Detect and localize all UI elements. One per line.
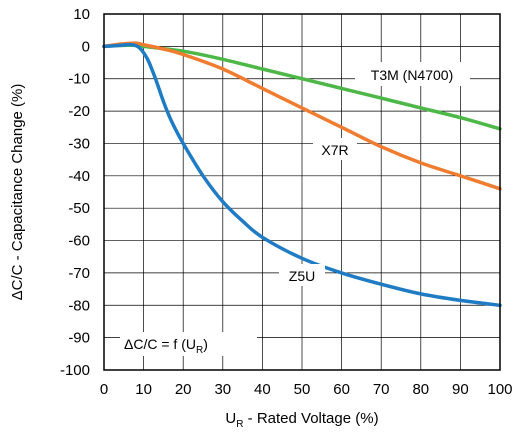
- x-tick-label: 10: [135, 381, 152, 398]
- formula-annotation: ΔC/C = f (UR): [120, 332, 257, 356]
- x-tick-label: 90: [452, 381, 469, 398]
- t3m-label: T3M (N4700): [371, 67, 453, 83]
- y-tick-label: -40: [68, 168, 90, 185]
- y-axis-title: ΔC/C - Capacitance Change (%): [9, 84, 26, 301]
- tick-labels: 0 10 20 30 40 50 60 70 80 90 100100-10-20-30-40-50…: [60, 6, 513, 398]
- x-axis-title: UR - Rated Voltage (%): [225, 410, 378, 430]
- y-tick-label: -50: [68, 200, 90, 217]
- y-tick-label: -20: [68, 103, 90, 120]
- x-tick-label: 20: [175, 381, 192, 398]
- x-tick-label: 30: [214, 381, 231, 398]
- y-tick-label: -100: [60, 362, 90, 379]
- formula-label: ΔC/C = f (UR): [124, 336, 208, 356]
- x-tick-label: 0: [100, 381, 108, 398]
- y-tick-label: -70: [68, 265, 90, 282]
- x7r-series-line: [102, 41, 502, 191]
- x-tick-label: 70: [373, 381, 390, 398]
- formula-box: [120, 332, 257, 356]
- x-tick-label: 50: [294, 381, 311, 398]
- y-tick-label: -90: [68, 330, 90, 347]
- t3m-label-box: [355, 62, 470, 86]
- x7r-label-box: [313, 138, 357, 160]
- plot-frame: [103, 13, 501, 371]
- y-tick-label: -30: [68, 135, 90, 152]
- series-lines: [102, 41, 502, 308]
- z5u-label: Z5U: [289, 268, 315, 284]
- y-tick-label: -10: [68, 71, 90, 88]
- x7r-label: X7R: [321, 142, 348, 158]
- y-tick-label: 10: [73, 6, 90, 23]
- z5u-label-box: [279, 264, 325, 286]
- x-tick-label: 40: [254, 381, 271, 398]
- y-tick-label: 0: [82, 38, 90, 55]
- x-tick-label: 60: [333, 381, 350, 398]
- z5u-series-line: [102, 42, 502, 308]
- y-tick-label: -60: [68, 233, 90, 250]
- series-labels: T3M (N4700) X7R Z5U: [279, 62, 470, 286]
- x-tick-label: 80: [412, 381, 429, 398]
- y-tick-label: -80: [68, 297, 90, 314]
- x-tick-label: 100: [487, 381, 512, 398]
